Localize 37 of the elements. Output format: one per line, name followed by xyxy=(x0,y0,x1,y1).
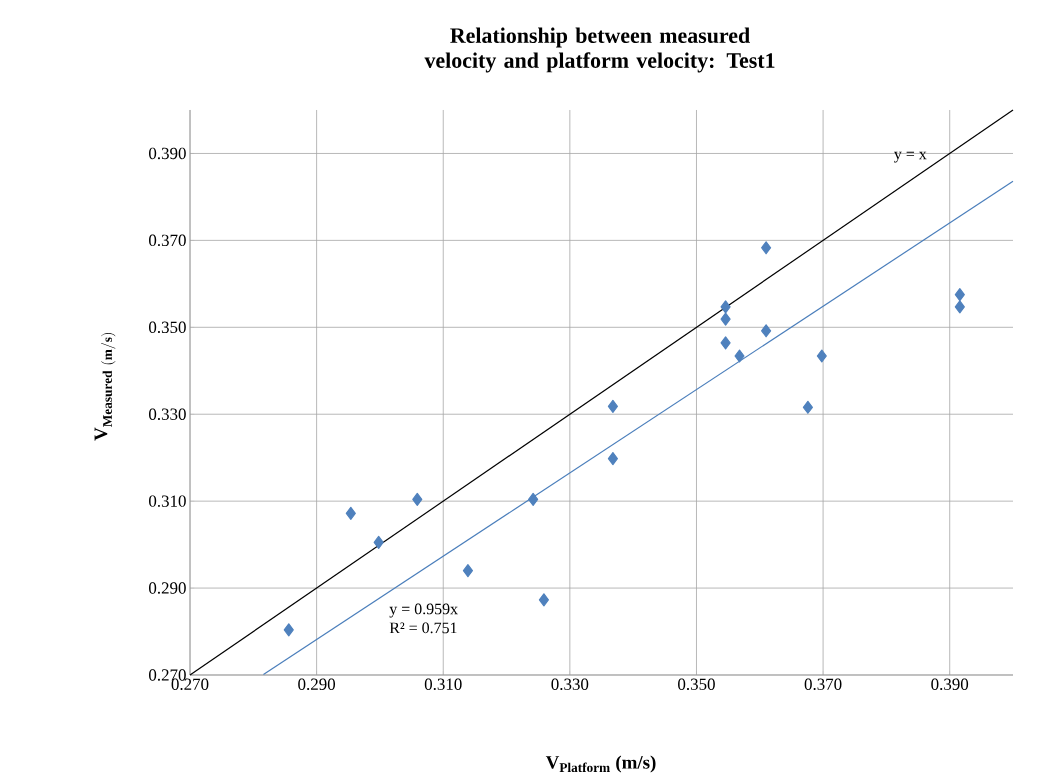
x-tick-label: 0.350 xyxy=(678,678,715,691)
point xyxy=(607,399,618,413)
y-tick-label: 0.310 xyxy=(149,495,186,507)
point xyxy=(345,506,356,520)
point xyxy=(954,300,965,314)
x-tick-label: 0.290 xyxy=(298,678,336,691)
y-tick-label: 0.330 xyxy=(149,408,186,420)
x-tick-label: 0.310 xyxy=(424,678,462,691)
point xyxy=(607,451,618,466)
x-tick-label: 0.370 xyxy=(804,678,842,691)
point xyxy=(761,324,772,338)
series-label: y = x xyxy=(894,151,927,163)
point xyxy=(528,492,539,506)
y-tick-label: 0.290 xyxy=(149,582,186,594)
point xyxy=(720,300,731,314)
series-label: y = 0.959x xyxy=(389,603,458,618)
point xyxy=(538,593,549,607)
point xyxy=(954,288,965,302)
y-tick-label: 0.390 xyxy=(149,147,186,160)
annotation: R² = 0.751 xyxy=(389,622,457,634)
point xyxy=(802,400,813,414)
chart-title: Relationship between measured velocity and platform velocity: Test1 xyxy=(424,27,775,73)
point xyxy=(462,564,474,578)
point xyxy=(373,535,384,550)
y-axis-title: $\mathbf{V_{Measured\ (m/s)}}$ xyxy=(94,333,116,441)
point xyxy=(761,241,772,255)
x-tick-label: 0.330 xyxy=(551,678,589,691)
point xyxy=(720,312,731,326)
point xyxy=(412,492,423,506)
x-tick-label: 0.390 xyxy=(931,678,969,691)
point xyxy=(720,336,731,350)
y-tick-label: 0.370 xyxy=(149,234,186,247)
y-tick-label: 0.350 xyxy=(149,321,186,334)
point xyxy=(816,349,827,363)
point xyxy=(283,623,294,637)
x-axis-title: V$_{Platform}$ (m/s) xyxy=(545,755,656,773)
point xyxy=(734,349,745,363)
